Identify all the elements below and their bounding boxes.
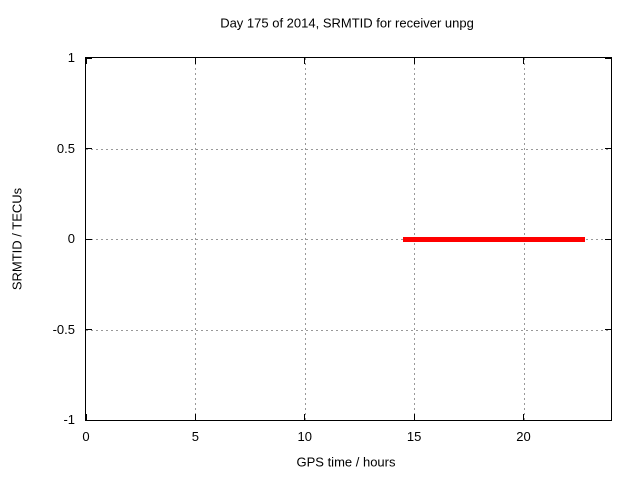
x-tick-mark-top: [413, 58, 415, 64]
y-tick-mark-right: [605, 419, 611, 421]
y-tick-mark-left: [86, 238, 92, 240]
gridline-y--0.5: [86, 329, 611, 331]
y-tick-mark-left: [86, 329, 92, 330]
gridline-y-0: [86, 239, 611, 240]
chart-title: Day 175 of 2014, SRMTID for receiver unp…: [220, 15, 474, 31]
y-axis-label: SRMTID / TECUs: [9, 187, 25, 291]
x-tick-label: 0: [82, 429, 90, 444]
gridline-y-0.5: [86, 148, 611, 150]
x-tick-mark-top: [194, 58, 196, 64]
y-tick-mark-left: [86, 419, 92, 421]
x-axis-label: GPS time / hours: [296, 454, 396, 470]
data-series-srmtid: [403, 236, 585, 242]
x-tick-mark-bottom: [413, 414, 415, 420]
y-tick-label: -1: [63, 412, 75, 427]
y-tick-mark-right: [605, 329, 611, 330]
x-tick-label: 20: [516, 429, 531, 444]
x-tick-mark-bottom: [85, 414, 87, 420]
y-tick-label: 0.5: [56, 140, 75, 156]
y-tick-label: 1: [67, 50, 75, 65]
y-tick-label: -0.5: [52, 321, 75, 337]
plot-area: 0 5 10 15 20 -1 -0.5 0 0.5 1: [53, 50, 612, 444]
x-tick-mark-top: [85, 58, 87, 64]
y-tick-mark-right: [605, 238, 611, 240]
y-tick-label: 0: [67, 231, 75, 246]
y-tick-mark-right: [605, 148, 611, 149]
x-tick-mark-top: [523, 58, 524, 64]
x-tick-mark-top: [304, 58, 306, 64]
x-tick-label: 10: [297, 429, 312, 444]
x-tick-mark-bottom: [304, 414, 306, 420]
y-tick-mark-left: [86, 57, 92, 59]
x-tick-mark-bottom: [194, 414, 196, 420]
y-tick-mark-right: [605, 57, 611, 59]
y-tick-mark-left: [86, 148, 92, 149]
x-tick-mark-bottom: [523, 414, 524, 420]
x-tick-label: 15: [406, 429, 422, 444]
x-tick-label: 5: [191, 429, 199, 444]
